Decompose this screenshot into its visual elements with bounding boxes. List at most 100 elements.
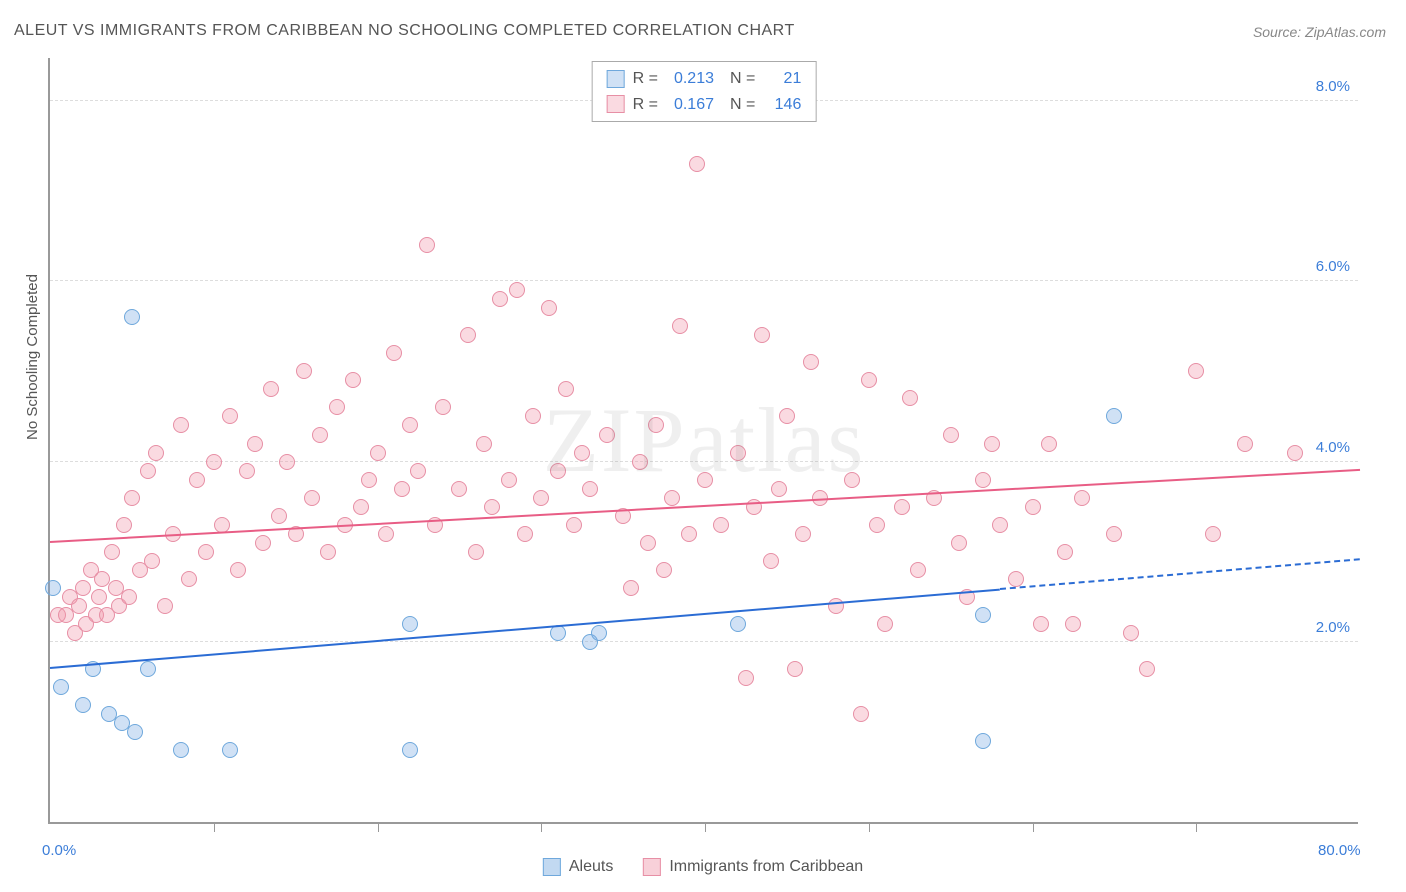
scatter-point (763, 553, 779, 569)
scatter-point (754, 327, 770, 343)
scatter-point (1123, 625, 1139, 641)
scatter-point (541, 300, 557, 316)
scatter-point (435, 399, 451, 415)
y-tick-label: 2.0% (1316, 619, 1350, 636)
scatter-point (713, 517, 729, 533)
scatter-point (632, 454, 648, 470)
scatter-point (1025, 499, 1041, 515)
scatter-point (640, 535, 656, 551)
x-tick (1033, 822, 1034, 832)
scatter-point (656, 562, 672, 578)
scatter-point (943, 427, 959, 443)
scatter-point (345, 372, 361, 388)
scatter-point (296, 363, 312, 379)
scatter-point (329, 399, 345, 415)
scatter-point (1065, 616, 1081, 632)
scatter-point (222, 408, 238, 424)
scatter-point (730, 445, 746, 461)
scatter-point (566, 517, 582, 533)
scatter-point (370, 445, 386, 461)
scatter-point (247, 436, 263, 452)
scatter-point (894, 499, 910, 515)
trend-line (50, 588, 1000, 668)
scatter-point (1287, 445, 1303, 461)
gridline (50, 641, 1358, 642)
y-tick-label: 8.0% (1316, 78, 1350, 95)
scatter-point (353, 499, 369, 515)
scatter-point (1139, 661, 1155, 677)
legend-row: R =0.213N =21 (607, 66, 802, 92)
scatter-point (312, 427, 328, 443)
scatter-point (140, 661, 156, 677)
x-tick-label: 0.0% (42, 842, 76, 859)
scatter-point (1205, 526, 1221, 542)
scatter-point (738, 670, 754, 686)
scatter-point (198, 544, 214, 560)
gridline (50, 280, 1358, 281)
scatter-point (173, 417, 189, 433)
legend-n-label: N = (730, 66, 755, 92)
scatter-point (127, 724, 143, 740)
legend-swatch (543, 858, 561, 876)
scatter-point (124, 490, 140, 506)
scatter-point (484, 499, 500, 515)
scatter-point (672, 318, 688, 334)
scatter-point (992, 517, 1008, 533)
legend-correlation: R =0.213N =21R =0.167N =146 (592, 61, 817, 122)
scatter-point (574, 445, 590, 461)
scatter-point (419, 237, 435, 253)
scatter-point (148, 445, 164, 461)
scatter-point (206, 454, 222, 470)
scatter-point (140, 463, 156, 479)
scatter-point (492, 291, 508, 307)
scatter-point (91, 589, 107, 605)
legend-r-value: 0.167 (666, 92, 714, 118)
legend-swatch (607, 95, 625, 113)
scatter-point (787, 661, 803, 677)
scatter-point (320, 544, 336, 560)
scatter-point (53, 679, 69, 695)
legend-swatch (607, 70, 625, 88)
scatter-point (869, 517, 885, 533)
legend-item: Immigrants from Caribbean (643, 858, 863, 876)
x-tick (214, 822, 215, 832)
scatter-point (501, 472, 517, 488)
legend-n-value: 146 (763, 92, 801, 118)
x-tick (705, 822, 706, 832)
scatter-point (104, 544, 120, 560)
scatter-point (697, 472, 713, 488)
scatter-point (173, 742, 189, 758)
scatter-point (402, 616, 418, 632)
scatter-point (582, 481, 598, 497)
scatter-point (984, 436, 1000, 452)
scatter-point (402, 417, 418, 433)
scatter-point (681, 526, 697, 542)
scatter-point (1106, 526, 1122, 542)
x-tick (1196, 822, 1197, 832)
scatter-point (975, 607, 991, 623)
scatter-point (779, 408, 795, 424)
scatter-point (71, 598, 87, 614)
scatter-point (181, 571, 197, 587)
scatter-point (877, 616, 893, 632)
scatter-point (255, 535, 271, 551)
scatter-point (975, 472, 991, 488)
scatter-point (517, 526, 533, 542)
y-tick-label: 6.0% (1316, 258, 1350, 275)
scatter-point (525, 408, 541, 424)
legend-r-label: R = (633, 92, 658, 118)
scatter-point (951, 535, 967, 551)
legend-r-value: 0.213 (666, 66, 714, 92)
scatter-point (386, 345, 402, 361)
scatter-point (803, 354, 819, 370)
x-tick-label: 80.0% (1318, 842, 1361, 859)
chart-title: ALEUT VS IMMIGRANTS FROM CARIBBEAN NO SC… (14, 22, 795, 40)
y-axis-label: No Schooling Completed (24, 274, 41, 440)
legend-label: Aleuts (569, 858, 613, 876)
scatter-point (975, 733, 991, 749)
scatter-point (271, 508, 287, 524)
scatter-point (121, 589, 137, 605)
legend-item: Aleuts (543, 858, 613, 876)
scatter-point (795, 526, 811, 542)
y-tick-label: 4.0% (1316, 439, 1350, 456)
